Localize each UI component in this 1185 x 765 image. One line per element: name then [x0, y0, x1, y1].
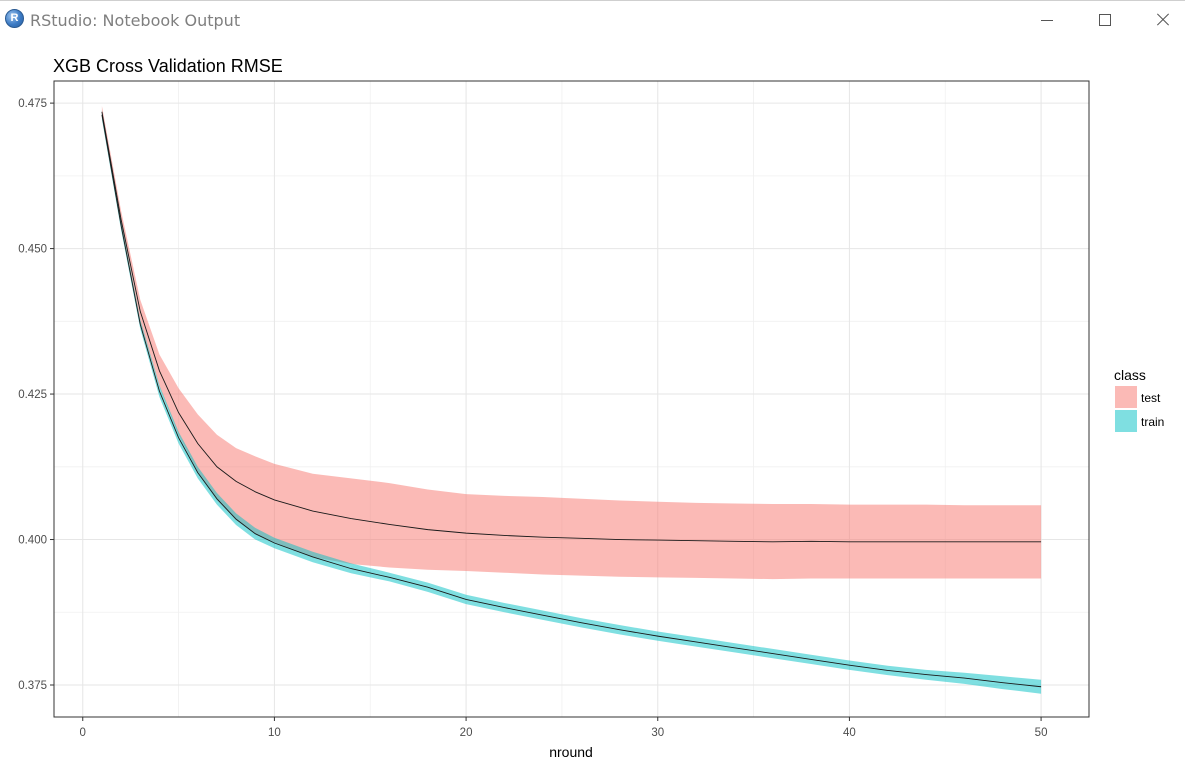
- y-tick-label: 0.475: [18, 98, 47, 110]
- window-titlebar: R RStudio: Notebook Output: [0, 0, 1185, 38]
- maximize-button[interactable]: [1082, 5, 1128, 35]
- y-tick-label: 0.400: [18, 535, 47, 547]
- x-tick-label: 0: [80, 727, 86, 739]
- x-tick-label: 40: [843, 727, 856, 739]
- legend-key-test: [1115, 386, 1137, 408]
- chart-title: XGB Cross Validation RMSE: [53, 56, 283, 76]
- minimize-button[interactable]: [1024, 5, 1070, 35]
- y-axis: 0.375 0.400 0.425 0.450 0.475: [18, 98, 54, 692]
- plot-frame: [53, 80, 1090, 718]
- legend-label-test: test: [1141, 391, 1161, 405]
- legend: class test train: [1114, 367, 1164, 432]
- legend-label-train: train: [1141, 415, 1164, 429]
- line-train: [101, 114, 1042, 688]
- plot-panel: [54, 81, 1089, 717]
- x-tick-label: 10: [268, 727, 281, 739]
- plot-border: [53, 80, 1090, 718]
- minimize-icon: [1041, 19, 1053, 21]
- line-test: [101, 111, 1042, 543]
- ribbons: [101, 106, 1042, 694]
- y-tick-label: 0.425: [18, 389, 47, 401]
- legend-title: class: [1114, 367, 1146, 383]
- window-title: RStudio: Notebook Output: [30, 11, 241, 30]
- x-tick-label: 30: [651, 727, 664, 739]
- y-tick-label: 0.450: [18, 244, 47, 256]
- maximize-icon: [1099, 14, 1111, 26]
- x-tick-label: 20: [460, 727, 473, 739]
- y-tick-label: 0.375: [18, 680, 47, 692]
- x-axis: 0 10 20 30 40 50: [80, 717, 1048, 739]
- mean-lines: [101, 111, 1042, 688]
- x-axis-label: nround: [549, 744, 593, 760]
- x-tick-label: 50: [1035, 727, 1048, 739]
- rstudio-logo-icon: R: [5, 9, 24, 28]
- legend-key-train: [1115, 410, 1137, 432]
- ribbon-test: [101, 106, 1042, 580]
- plot-background: [54, 81, 1089, 717]
